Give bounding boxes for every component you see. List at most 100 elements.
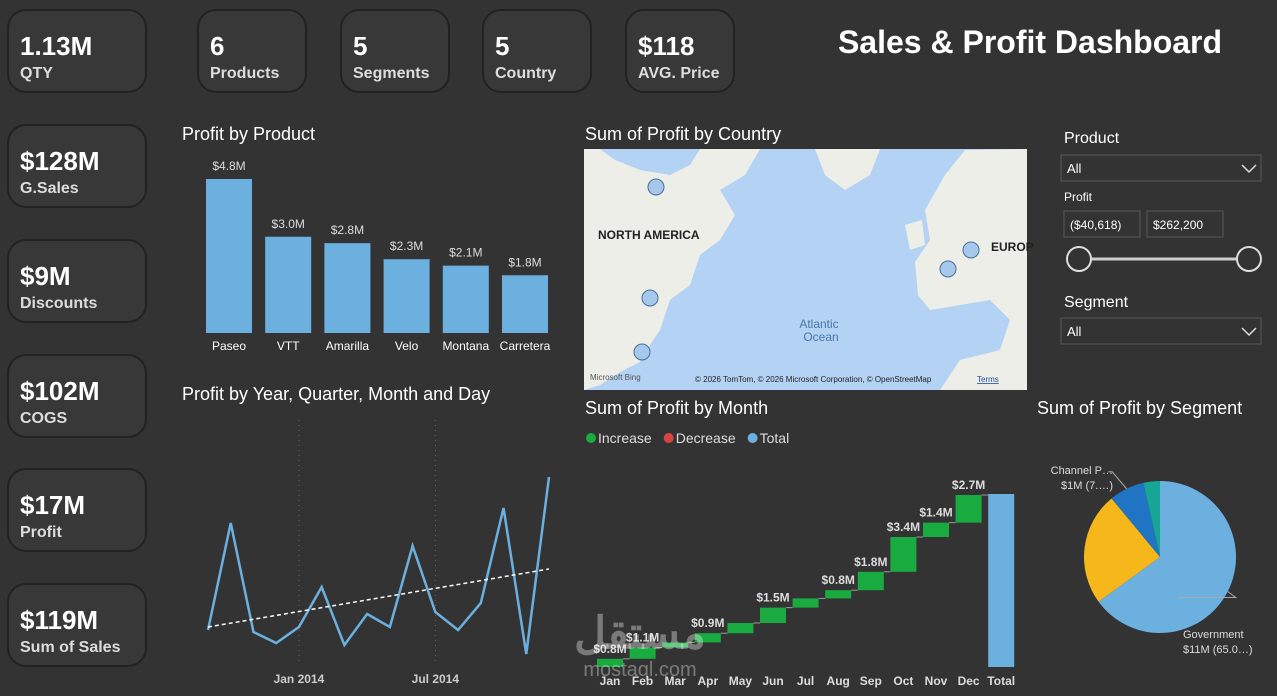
waterfall-bar <box>923 522 949 537</box>
x-tick-label: Total <box>987 674 1015 688</box>
bar <box>265 236 312 333</box>
legend-marker <box>747 433 758 443</box>
map-label: NORTH AMERICA <box>598 228 700 242</box>
data-label: $0.8M <box>593 642 626 656</box>
waterfall-bar <box>694 633 721 643</box>
kpi-label: COGS <box>20 410 67 427</box>
bar <box>324 243 371 333</box>
map-label: Atlantic <box>799 317 838 331</box>
range-input[interactable] <box>1146 210 1224 238</box>
slider-handle[interactable] <box>1236 246 1262 272</box>
map: NORTH AMERICA EUROP Atlantic Ocean Micro… <box>584 149 1034 390</box>
waterfall-bar <box>890 536 917 572</box>
map-bubble[interactable] <box>641 289 659 307</box>
kpi-label: Country <box>495 65 556 82</box>
pie-slice[interactable] <box>1098 481 1236 634</box>
kpi-label: Products <box>210 65 279 82</box>
map-logo: Microsoft Bing <box>590 373 641 382</box>
kpi-value: $118 <box>638 31 694 61</box>
legend-marker <box>663 433 674 443</box>
kpi-value: 6 <box>210 31 224 61</box>
map-bay <box>600 149 700 175</box>
pie-slice[interactable] <box>1084 498 1160 602</box>
chevron <box>1241 164 1257 174</box>
legend-label: Increase <box>598 430 652 446</box>
x-tick-label: Nov <box>925 674 948 688</box>
range-min: ($40,618) <box>1070 218 1121 232</box>
kpi-label: Discounts <box>20 295 97 312</box>
x-tick-label: Montana <box>442 339 489 353</box>
dashboard-title: Sales & Profit Dashboard <box>838 24 1222 60</box>
waterfall-bar <box>760 607 786 623</box>
kpi-card <box>7 354 147 438</box>
kpi-label: Profit <box>20 524 62 541</box>
kpi-value: $9M <box>20 261 71 291</box>
kpi-card <box>340 9 450 93</box>
data-label: $1.4M <box>919 506 952 520</box>
data-label: $1.8M <box>508 255 541 269</box>
chart-title: Sum of Profit by Month <box>585 398 768 418</box>
dropdown[interactable] <box>1060 154 1262 182</box>
map-bubble[interactable] <box>962 241 980 259</box>
x-tick-label: Paseo <box>212 339 246 353</box>
waterfall-bar <box>857 571 884 591</box>
bar <box>442 265 489 333</box>
x-tick-label: Mar <box>665 674 687 688</box>
x-tick-label: Feb <box>632 674 653 688</box>
data-label: $2.1M <box>449 246 482 260</box>
line <box>206 476 551 655</box>
kpi-card <box>482 9 592 93</box>
slicers: Product All Profit ($40,618) $262,200 Se… <box>1060 130 1262 345</box>
waterfall-bar <box>955 495 982 523</box>
slider-handle[interactable] <box>1066 246 1092 272</box>
slicer-label: Segment <box>1064 294 1129 311</box>
map-bubble[interactable] <box>647 178 665 196</box>
data-label: $0.8M <box>822 573 855 587</box>
dropdown-value: All <box>1067 161 1082 176</box>
chevron <box>1241 327 1257 337</box>
map-bubble[interactable] <box>939 260 957 278</box>
x-tick-label: Jul <box>797 674 814 688</box>
leader-line <box>1108 471 1127 490</box>
data-label: $3.0M <box>272 217 305 231</box>
pie-slice[interactable] <box>1111 482 1160 557</box>
kpi-card <box>7 124 147 208</box>
x-tick-label: Sep <box>860 674 882 688</box>
map-terms[interactable]: Terms <box>977 375 999 384</box>
x-tick-label: Amarilla <box>326 339 370 353</box>
waterfall-bar <box>988 494 1015 667</box>
kpi-value: $119M <box>20 605 98 635</box>
kpi-value: $17M <box>20 490 85 520</box>
slicer-label: Product <box>1064 130 1120 147</box>
bar <box>383 259 430 333</box>
kpi-label: AVG. Price <box>638 65 720 82</box>
chart-title: Profit by Product <box>182 124 315 144</box>
kpi-value: 1.13M <box>20 31 92 61</box>
x-tick-label: VTT <box>277 339 300 353</box>
pie-label: $11M (65.0…) <box>1183 644 1253 656</box>
waterfall-bar <box>792 598 819 608</box>
map-land <box>915 149 1027 390</box>
data-label: $1.1M <box>626 631 659 645</box>
x-tick-label: May <box>729 674 753 688</box>
map-label: Ocean <box>803 330 838 344</box>
map-bubble[interactable] <box>633 343 651 361</box>
data-label: $1.8M <box>854 555 887 569</box>
data-label: $4.8M <box>212 159 245 173</box>
pie-slice[interactable] <box>1143 481 1160 557</box>
pie-label: $1M (7.…) <box>1061 480 1113 492</box>
pie-label: Channel P… <box>1051 465 1113 477</box>
waterfall-bar <box>727 622 754 634</box>
kpi-card <box>7 239 147 323</box>
x-tick-label: Carretera <box>500 339 551 353</box>
range-input[interactable] <box>1063 210 1141 238</box>
leader-line <box>1178 591 1238 599</box>
data-label: $2.7M <box>952 478 985 492</box>
dropdown[interactable] <box>1060 317 1262 345</box>
dropdown-value: All <box>1067 324 1082 339</box>
chart-title: Sum of Profit by Country <box>585 124 781 144</box>
pie-label: Government <box>1183 629 1244 641</box>
x-tick-label: Apr <box>697 674 718 688</box>
waterfall-bar <box>597 658 623 667</box>
map-land <box>815 149 880 190</box>
